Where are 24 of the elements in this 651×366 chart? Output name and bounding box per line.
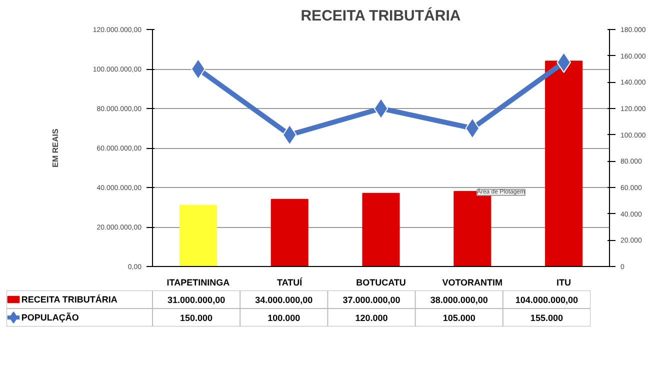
data-label: 120.000 — [355, 313, 388, 323]
data-label: 104.000.000,00 — [515, 295, 578, 305]
data-label: 37.000.000,00 — [342, 295, 400, 305]
data-label: 105.000 — [442, 313, 476, 323]
legend-label: POPULAÇÃO — [21, 312, 79, 322]
legend-label: RECEITA TRIBUTÁRIA — [21, 294, 118, 304]
data-label: 31.000.000,00 — [168, 295, 226, 305]
bar — [362, 192, 400, 266]
x-tick-label: ITU — [556, 278, 572, 288]
data-label: 155.000 — [530, 313, 563, 323]
bar — [545, 60, 583, 266]
x-tick-label: BOTUCATU — [356, 278, 406, 288]
chart-title: RECEITA TRIBUTÁRIA — [300, 6, 461, 24]
x-tick-label: TATUÍ — [277, 278, 303, 288]
data-label: 34.000.000,00 — [255, 295, 313, 305]
point — [374, 98, 388, 119]
y-axis-title: EM REAIS — [50, 128, 60, 168]
x-tick-label: VOTORANTIM — [442, 278, 503, 288]
x-tick-label: ITAPETININGA — [166, 278, 230, 288]
bar — [179, 204, 217, 266]
bar — [270, 198, 308, 266]
data-label: 150.000 — [180, 313, 213, 323]
data-label: 100.000 — [268, 313, 300, 323]
data-label: 38.000.000,00 — [430, 295, 488, 305]
